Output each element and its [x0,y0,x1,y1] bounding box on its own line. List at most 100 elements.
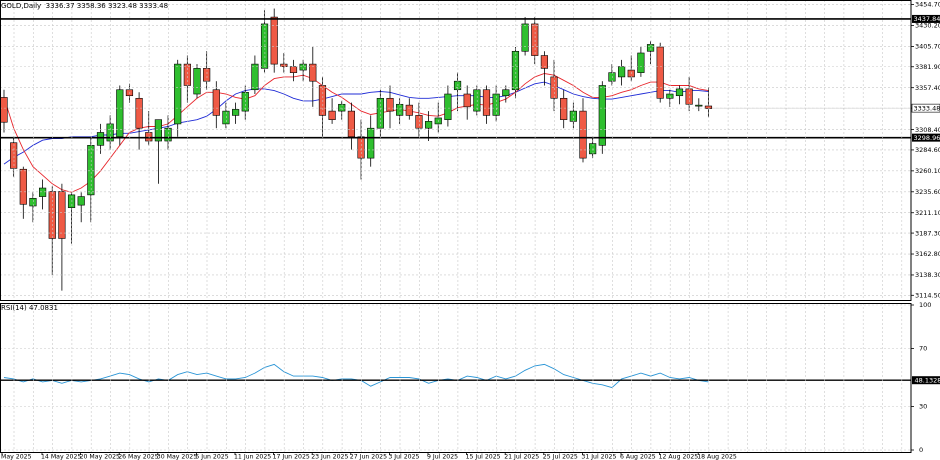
candle [289,59,298,82]
candle [434,102,442,133]
candle-body [666,93,674,99]
y-tick-label: 3162.80 [915,250,940,258]
candle [145,111,153,146]
level-tag [912,133,940,142]
candle [695,98,703,112]
y-tick-label: 3357.40 [915,84,940,92]
candle-body [463,93,471,108]
candle-body [270,16,278,65]
candle [473,85,481,116]
rsi-pane[interactable]: 100 70 30 0 48.1328 [0,301,940,454]
candle-body [125,89,134,97]
rsi-level-tag [912,376,940,385]
candle [67,192,76,244]
x-tick-label: 30 May 2025 [157,454,197,460]
candle [511,47,520,99]
candle-body [96,132,105,146]
x-tick-label: 17 Jun 2025 [273,454,310,460]
candle [251,55,259,95]
rsi-y-tick-label: 100 [919,301,931,309]
candle [579,98,587,163]
candle-body [424,121,433,129]
candle-body [434,117,442,125]
rsi-y-tick-label: 30 [919,403,927,411]
candle-body [241,92,249,112]
candle-body [67,194,76,208]
candle [540,51,548,86]
x-tick-label: 14 May 2025 [41,454,81,460]
candle [106,115,114,150]
x-tick-label: 3 Jul 2025 [388,454,419,460]
x-tick-label: 27 Jun 2025 [350,454,387,460]
candle [347,102,356,150]
x-tick-label: 31 Jul 2025 [581,454,616,460]
candle-body [637,52,645,73]
candle [608,64,616,86]
y-tick-label: 3308.40 [915,126,940,134]
candle-body [598,85,606,146]
rsi-header: RSI(14) 47.0831 [1,304,58,312]
candle-body [222,110,230,125]
candle-body [280,63,288,67]
candle [685,76,693,112]
candle-body [482,89,491,116]
candle [646,41,655,65]
x-tick-label: 12 Aug 2025 [659,454,699,460]
candle-body [87,144,95,196]
candle [203,51,211,90]
candle [38,179,47,210]
rsi-line [3,363,709,389]
candle [77,192,85,223]
candle-body [145,132,153,142]
candle-body [19,168,27,205]
candle-body [116,89,124,138]
candle-body [415,115,423,129]
candle [502,85,510,103]
candle [531,17,539,65]
candle [96,123,105,154]
candle [309,47,317,107]
candle-body [164,127,172,142]
candle-body [212,89,220,116]
candle [482,85,491,124]
candle [569,102,577,129]
x-tick-label: May 2025 [1,454,32,460]
rsi-title: RSI(14) 47.0831 [1,304,58,312]
candle-body [38,187,47,197]
candle [338,100,346,120]
candle-body [685,88,693,105]
candle-body [10,142,18,169]
y-tick-label: 3211.10 [915,209,940,217]
y-tick-label: 3284.60 [915,146,940,154]
candle [87,136,95,223]
candle [521,17,529,56]
candle [367,115,375,167]
candle-body [347,110,356,138]
price-pane[interactable]: 3454.70 3430.20 3405.70 3381.90 3357.40 3333.… [0,1,940,300]
candle-body [511,50,520,91]
x-tick-label: 15 Jul 2025 [466,454,501,460]
candle-body [309,63,317,82]
candle-body [569,110,577,122]
candle [58,183,66,291]
candle [193,64,201,99]
candle-body [695,104,703,107]
candle [376,89,384,137]
candle-body [453,80,462,91]
symbol-title: GOLD,Daily [1,2,42,10]
candle [212,81,220,129]
candle [666,89,674,107]
current-price-tag [911,103,940,113]
x-tick-label: 9 Jul 2025 [427,454,458,460]
ohlc-readout: 3336.37 3358.36 3323.48 3333.48 [45,2,169,10]
x-tick-label: 26 May 2025 [118,454,158,460]
candle [241,85,249,120]
candle [424,111,433,142]
candle [116,85,124,146]
candle [463,85,471,120]
candle [357,119,365,180]
candle [675,85,684,105]
candle-body [58,191,66,239]
candle [48,186,56,276]
